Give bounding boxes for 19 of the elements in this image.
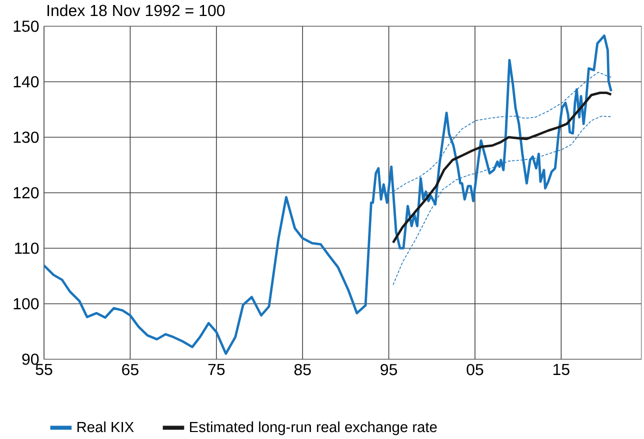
- y-tick-label: 100: [14, 298, 39, 310]
- y-tick-label: 120: [14, 186, 39, 198]
- y-tick-label: 130: [14, 131, 39, 143]
- legend-label: Estimated long-run real exchange rate: [190, 421, 437, 435]
- x-tick-label: 75: [208, 364, 225, 375]
- y-tick-label: 110: [15, 242, 39, 254]
- y-tick-label: 140: [14, 76, 39, 88]
- y-tick-label: 150: [14, 20, 39, 32]
- x-tick-label: 15: [553, 364, 570, 375]
- y-tick-label: 90: [22, 353, 39, 365]
- x-tick-label: 55: [36, 364, 52, 375]
- chart-title: Index 18 Nov 1992 = 100: [48, 4, 225, 16]
- line-series: [392, 91, 612, 244]
- x-tick-label: 65: [122, 364, 138, 376]
- legend-label: Real KIX: [77, 421, 134, 432]
- line-series: [44, 34, 612, 355]
- x-tick-label: 85: [294, 364, 311, 376]
- x-tick-label: 05: [466, 364, 484, 376]
- x-tick-label: 95: [380, 364, 397, 376]
